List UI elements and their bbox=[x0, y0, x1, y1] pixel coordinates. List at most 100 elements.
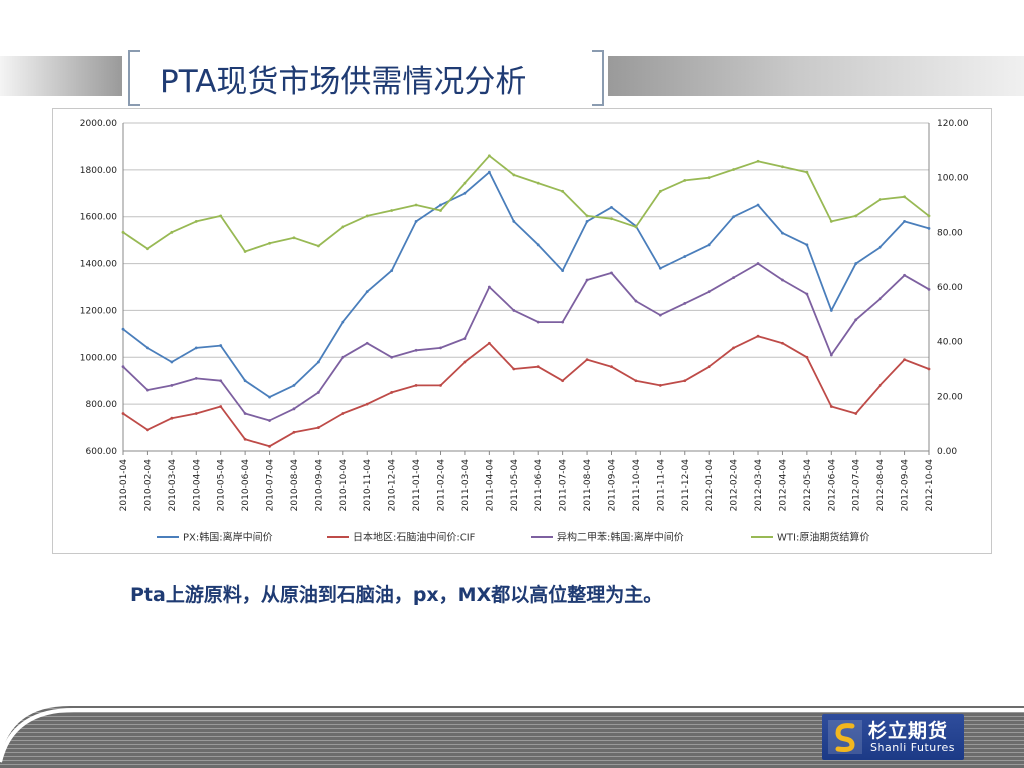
series-0-point bbox=[854, 262, 858, 265]
series-1-point bbox=[390, 391, 394, 394]
series-1-point bbox=[903, 358, 906, 362]
legend-label: 异构二甲苯:韩国:离岸中间价 bbox=[557, 531, 684, 544]
series-1-point bbox=[829, 405, 833, 408]
y-left-tick-label: 2000.00 bbox=[80, 119, 117, 129]
series-3-point bbox=[854, 214, 858, 218]
series-2-point bbox=[903, 273, 906, 277]
series-0-point bbox=[365, 290, 369, 294]
y-left-tick-label: 600.00 bbox=[86, 447, 118, 457]
series-0-point bbox=[561, 269, 565, 272]
series-2-point bbox=[219, 379, 223, 383]
x-tick-label: 2011-06-04 bbox=[534, 459, 544, 512]
series-0-point bbox=[903, 220, 906, 223]
series-0-point bbox=[390, 269, 394, 272]
x-tick-label: 2012-04-04 bbox=[778, 459, 788, 512]
series-3-point bbox=[219, 214, 223, 218]
series-2-point bbox=[585, 278, 589, 282]
series-1-point bbox=[634, 379, 638, 383]
legend-label: PX:韩国:离岸中间价 bbox=[183, 531, 273, 544]
x-tick-label: 2012-02-04 bbox=[730, 459, 740, 512]
series-1-point bbox=[585, 358, 589, 362]
series-2-point bbox=[121, 365, 125, 369]
x-tick-label: 2010-02-04 bbox=[143, 459, 153, 512]
line-chart: 2000.00 1800.00 1600.00 1400.00 1200.00 1000.… bbox=[80, 119, 969, 544]
series-2-point bbox=[756, 262, 760, 265]
series-3-point bbox=[927, 214, 931, 218]
y-left-tick-label: 1400.00 bbox=[80, 260, 117, 270]
series-line-0 bbox=[122, 171, 930, 399]
series-0-point bbox=[585, 220, 589, 223]
series-1-point bbox=[927, 367, 931, 371]
series-1-point bbox=[194, 412, 198, 415]
series-2-point bbox=[732, 276, 736, 280]
series-3-point bbox=[487, 154, 491, 158]
series-2-point bbox=[390, 355, 394, 359]
series-1-point bbox=[781, 341, 784, 345]
series-2-point bbox=[316, 391, 320, 394]
legend-label: 日本地区:石脑油中间价:CIF bbox=[353, 531, 476, 544]
y-right-tick-label: 20.00 bbox=[937, 392, 963, 402]
series-1-point bbox=[219, 405, 223, 408]
series-1-point bbox=[170, 416, 174, 420]
series-0-point bbox=[463, 191, 467, 195]
series-1-point bbox=[756, 334, 760, 338]
series-3-point bbox=[341, 225, 345, 229]
series-3-point bbox=[463, 181, 467, 185]
series-0-point bbox=[268, 395, 271, 399]
series-0-point bbox=[487, 170, 491, 174]
series-3-point bbox=[903, 195, 906, 199]
series-3-point bbox=[683, 179, 687, 182]
series-1-point bbox=[561, 379, 565, 383]
series-0-point bbox=[683, 255, 687, 258]
series-0-point bbox=[219, 344, 223, 347]
legend-label: WTI:原油期货结算价 bbox=[777, 531, 869, 544]
series-3-point bbox=[292, 236, 296, 240]
x-tick-label: 2011-12-04 bbox=[681, 459, 691, 512]
x-tick-label: 2010-05-04 bbox=[217, 459, 227, 512]
series-1-point bbox=[878, 384, 882, 387]
series-1-point bbox=[805, 355, 809, 359]
series-1-point bbox=[439, 384, 442, 387]
series-1-point bbox=[658, 384, 662, 387]
series-1-point bbox=[121, 412, 125, 415]
x-tick-label: 2010-04-04 bbox=[192, 459, 202, 512]
x-tick-label: 2011-01-04 bbox=[412, 459, 422, 512]
series-3-point bbox=[390, 209, 394, 212]
x-tick-label: 2011-07-04 bbox=[559, 459, 569, 512]
x-tick-label: 2010-01-04 bbox=[119, 459, 129, 512]
x-tick-label: 2010-09-04 bbox=[314, 459, 324, 512]
x-tick-label: 2010-08-04 bbox=[290, 459, 300, 512]
x-tick-label: 2010-07-04 bbox=[266, 459, 276, 512]
x-tick-label: 2011-03-04 bbox=[461, 459, 471, 512]
x-tick-label: 2011-10-04 bbox=[632, 459, 642, 512]
x-tick-label: 2012-10-04 bbox=[925, 459, 935, 512]
series-3-point bbox=[756, 159, 760, 163]
series-1-point bbox=[463, 360, 467, 364]
series-2-point bbox=[634, 299, 638, 303]
company-logo: 杉立期货 Shanli Futures bbox=[822, 714, 964, 760]
series-0-point bbox=[927, 227, 931, 230]
x-tick-label: 2012-08-04 bbox=[876, 459, 886, 512]
series-2-point bbox=[146, 388, 149, 392]
series-2-point bbox=[414, 348, 418, 352]
series-3-point bbox=[365, 214, 369, 218]
series-1-point bbox=[243, 437, 247, 441]
y-right-tick-label: 80.00 bbox=[937, 228, 963, 238]
series-0-point bbox=[707, 243, 711, 247]
series-2-point bbox=[292, 407, 296, 411]
x-tick-label: 2011-02-04 bbox=[437, 459, 447, 512]
series-0-point bbox=[781, 231, 784, 235]
series-3-point bbox=[805, 170, 809, 174]
series-3-point bbox=[536, 181, 540, 185]
series-2-point bbox=[829, 353, 833, 357]
x-tick-label: 2011-08-04 bbox=[583, 459, 593, 512]
y-left-tick-label: 1000.00 bbox=[80, 353, 117, 363]
series-3-point bbox=[194, 220, 198, 223]
chart-frame: 2000.00 1800.00 1600.00 1400.00 1200.00 1000.… bbox=[52, 108, 992, 554]
series-2-point bbox=[781, 278, 784, 282]
x-tick-label: 2010-10-04 bbox=[339, 459, 349, 512]
series-2-point bbox=[463, 337, 467, 340]
series-3-point bbox=[316, 244, 320, 248]
logo-english-name: Shanli Futures bbox=[870, 741, 956, 754]
series-2-point bbox=[854, 318, 858, 322]
